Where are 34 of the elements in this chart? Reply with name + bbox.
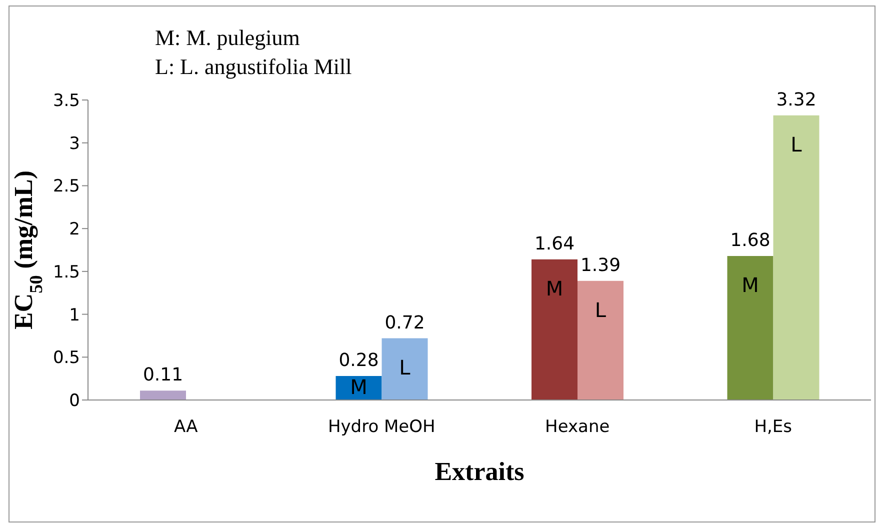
text: M bbox=[546, 276, 564, 300]
x-tick-label: AA bbox=[174, 417, 198, 438]
y-tick-label: 0 bbox=[69, 391, 80, 412]
y-tick-label: 2.5 bbox=[52, 176, 80, 197]
text: M: M. pulegium bbox=[155, 25, 300, 50]
data-label: 1.64 bbox=[534, 233, 575, 254]
data-label: 3.32 bbox=[776, 89, 816, 110]
y-tick-label: 3 bbox=[69, 134, 80, 154]
y-tick-label: 1 bbox=[69, 305, 80, 326]
x-tick-label: Hexane bbox=[545, 417, 610, 438]
text: L bbox=[594, 298, 606, 322]
y-tick-label: 0.5 bbox=[52, 348, 80, 368]
text: L: L. angustifolia Mill bbox=[155, 54, 352, 79]
x-tick-label: H,Es bbox=[754, 417, 792, 438]
data-label: 0.72 bbox=[384, 312, 425, 334]
data-label: 0.11 bbox=[142, 364, 184, 386]
y-tick-label: 1.5 bbox=[52, 262, 80, 282]
bar bbox=[773, 115, 820, 400]
data-label: 1.68 bbox=[730, 230, 770, 251]
series-label: M bbox=[350, 375, 368, 399]
series-label: L bbox=[399, 355, 412, 380]
bar bbox=[532, 259, 578, 400]
y-tick-label: 3.5 bbox=[52, 91, 80, 112]
bar bbox=[727, 256, 774, 400]
y-tick-label: 2 bbox=[69, 220, 80, 240]
bar bbox=[382, 338, 428, 400]
x-axis-title: Extraits bbox=[434, 457, 524, 486]
data-label: 1.39 bbox=[580, 254, 621, 276]
x-tick-label: Hydro MeOH bbox=[328, 417, 436, 438]
bar bbox=[140, 390, 186, 400]
text: L bbox=[790, 132, 802, 156]
text: M bbox=[742, 273, 759, 297]
data-label: 0.28 bbox=[338, 350, 379, 371]
bar bbox=[578, 280, 624, 400]
